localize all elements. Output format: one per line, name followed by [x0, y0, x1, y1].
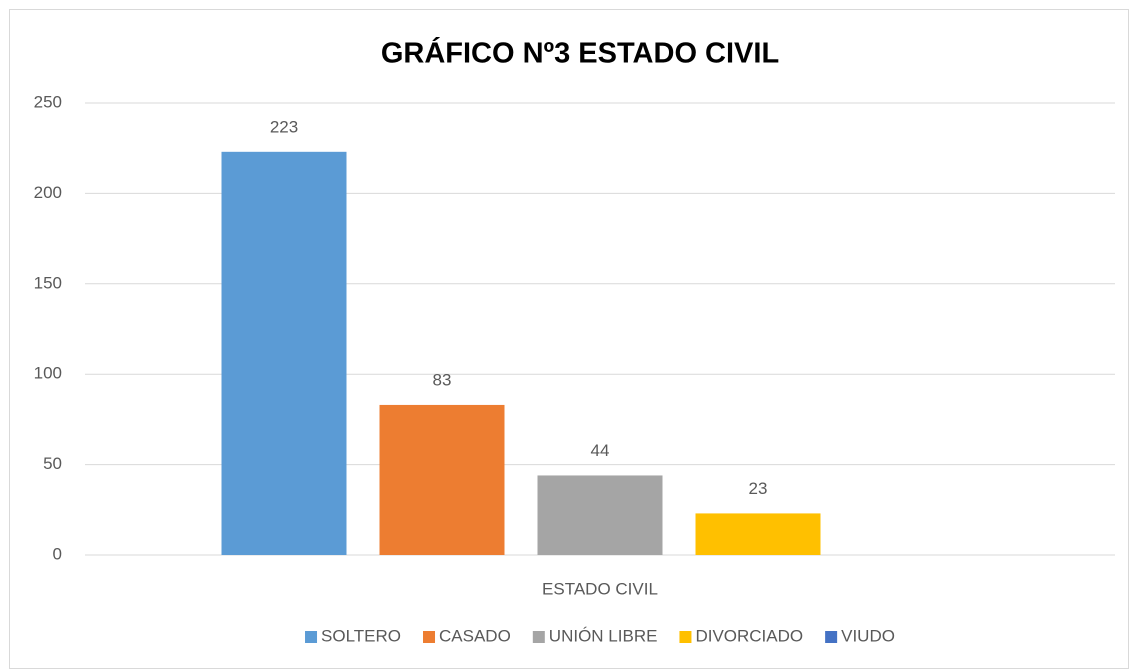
legend-label: VIUDO	[841, 626, 895, 645]
legend-label: CASADO	[439, 626, 511, 645]
bar	[221, 151, 347, 556]
data-label: 223	[270, 117, 298, 136]
legend-label: SOLTERO	[321, 626, 401, 645]
chart-border	[9, 9, 1129, 669]
bar	[695, 513, 821, 555]
y-tick-label: 150	[34, 273, 62, 292]
chart-title: GRÁFICO Nº3 ESTADO CIVIL	[381, 36, 779, 70]
legend-swatch	[423, 631, 436, 643]
legend-swatch	[532, 631, 545, 643]
data-label: 44	[591, 441, 610, 460]
y-tick-label: 200	[34, 183, 62, 202]
y-tick-label: 250	[34, 92, 62, 111]
legend-swatch	[825, 631, 838, 643]
legend-label: DIVORCIADO	[695, 626, 803, 645]
bar	[537, 475, 663, 555]
data-label: 23	[749, 479, 768, 498]
y-tick-label: 100	[34, 364, 62, 383]
legend-swatch	[679, 631, 692, 643]
data-label: 83	[433, 370, 452, 389]
y-tick-label: 50	[43, 454, 62, 473]
legend-swatch	[305, 631, 318, 643]
legend-label: UNIÓN LIBRE	[549, 626, 658, 645]
bar	[379, 404, 505, 555]
y-tick-label: 0	[53, 544, 62, 563]
x-tick-label: ESTADO CIVIL	[542, 579, 658, 598]
